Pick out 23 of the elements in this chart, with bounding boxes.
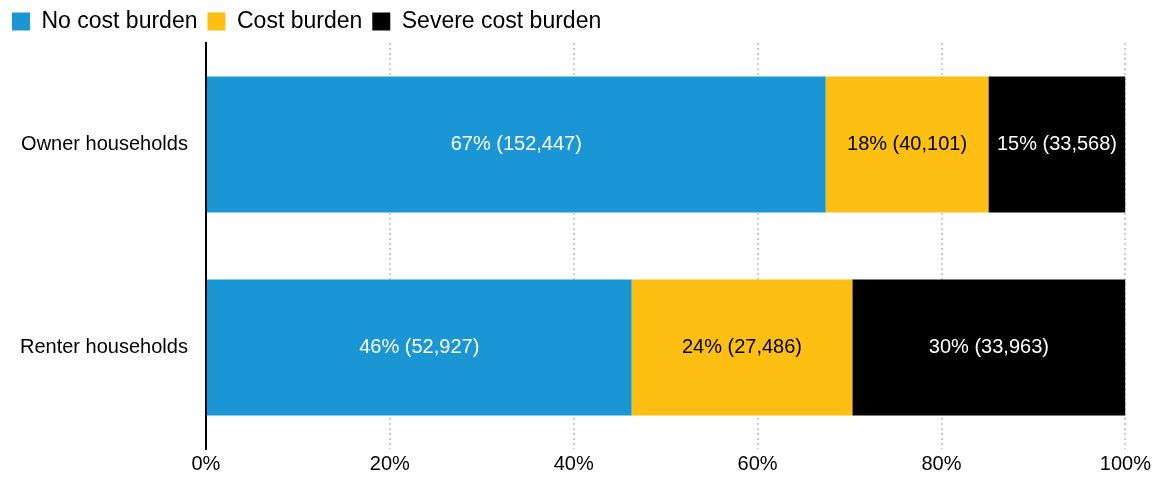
data-label: 30% (33,963) bbox=[928, 335, 1049, 358]
data-label: 46% (52,927) bbox=[359, 335, 480, 358]
bar bbox=[631, 279, 853, 416]
y-tick-label: Renter households bbox=[20, 335, 188, 358]
data-label: 18% (40,101) bbox=[847, 132, 968, 155]
x-tick-label: 40% bbox=[553, 451, 594, 474]
bar bbox=[206, 76, 826, 213]
bar bbox=[852, 279, 1126, 416]
bar bbox=[206, 279, 632, 416]
x-tick-label: 60% bbox=[737, 451, 778, 474]
x-tick-label: 20% bbox=[369, 451, 411, 474]
bar bbox=[825, 76, 989, 213]
data-label: 15% (33,568) bbox=[996, 132, 1117, 155]
legend-label: No cost burden bbox=[41, 6, 198, 33]
x-tick-label: 80% bbox=[921, 451, 962, 474]
legend-label: Cost burden bbox=[236, 6, 363, 33]
bar bbox=[988, 76, 1126, 213]
x-tick-label: 100% bbox=[1099, 451, 1152, 474]
y-tick-label: Owner households bbox=[21, 132, 188, 155]
data-label: 24% (27,486) bbox=[681, 335, 803, 358]
x-tick-label: 0% bbox=[191, 451, 221, 474]
data-label: 67% (152,447) bbox=[450, 132, 582, 155]
legend-label: Severe cost burden bbox=[401, 6, 602, 33]
